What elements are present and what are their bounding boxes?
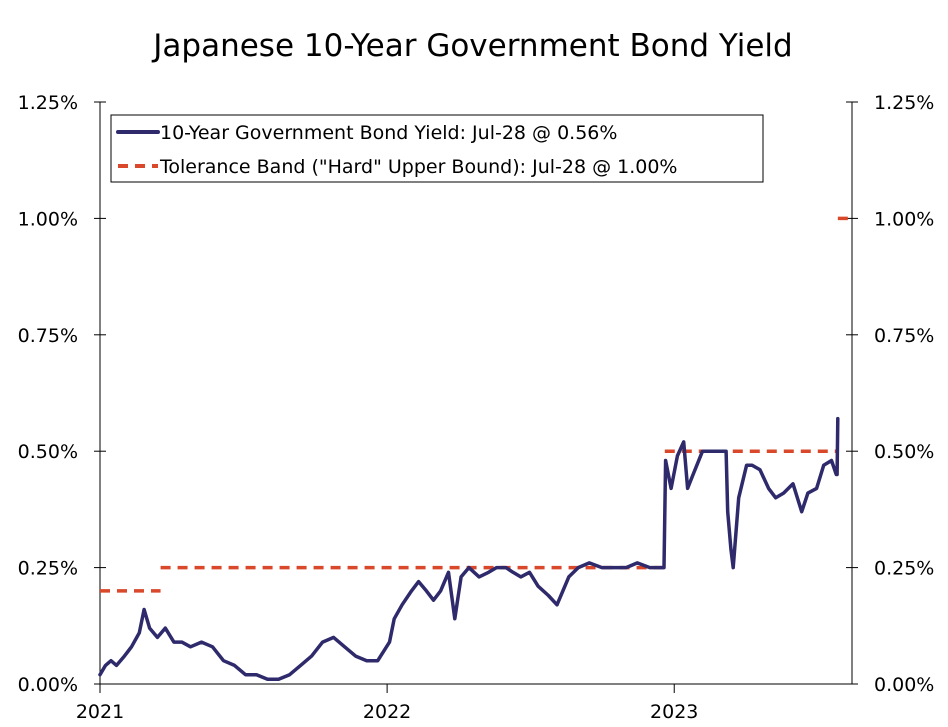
y-tick-label-left: 0.75% [18, 325, 78, 347]
y-tick-label-right: 0.00% [874, 674, 934, 696]
chart-title: Japanese 10-Year Government Bond Yield [151, 28, 792, 64]
x-axis: 2021 2022 2023 [76, 684, 698, 723]
x-tick-label: 2021 [76, 701, 124, 723]
y-tick-label-left: 1.25% [18, 92, 78, 114]
legend: 10-Year Government Bond Yield: Jul-28 @ … [110, 114, 764, 183]
y-tick-label-right: 1.25% [874, 92, 934, 114]
x-tick-label: 2023 [650, 701, 698, 723]
legend-entry-band: Tolerance Band ("Hard" Upper Bound): Jul… [159, 156, 677, 178]
plot-frame [99, 102, 853, 685]
y-tick-label-left: 1.00% [18, 208, 78, 230]
yield-series [98, 416, 840, 682]
y-tick-label-left: 0.50% [18, 441, 78, 463]
y-tick-label-left: 0.25% [18, 558, 78, 580]
y-tick-label-right: 0.50% [874, 441, 934, 463]
tolerance-band-series [100, 216, 849, 593]
y-tick-label-right: 1.00% [874, 208, 934, 230]
x-tick-label: 2022 [363, 701, 411, 723]
yield-line [98, 416, 840, 682]
legend-box [110, 114, 764, 183]
y-tick-label-right: 0.25% [874, 558, 934, 580]
y-tick-label-left: 0.00% [18, 674, 78, 696]
y-axis-left: 1.25% 1.00% 0.75% 0.50% 0.25% 0.00% [18, 92, 106, 696]
y-axis-right: 1.25% 1.00% 0.75% 0.50% 0.25% 0.00% [846, 92, 934, 696]
y-tick-label-right: 0.75% [874, 325, 934, 347]
legend-entry-yield: 10-Year Government Bond Yield: Jul-28 @ … [160, 122, 617, 144]
